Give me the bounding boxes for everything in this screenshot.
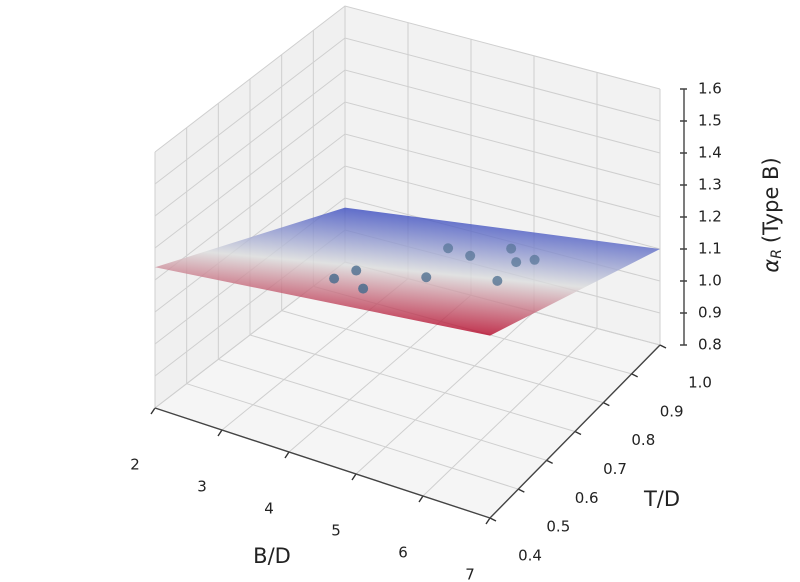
y-tick [489,517,497,522]
y-tick-label: 0.5 [546,518,570,536]
y-tick [546,459,553,464]
x-axis-label: B/D [253,544,291,568]
z-axis-label: αR (Type B) [759,157,785,272]
x-tick-label: 4 [264,500,274,518]
z-tick-label: 1.2 [698,208,722,226]
y-tick [574,430,582,436]
scatter-point [443,243,454,254]
scatter-point [492,275,503,286]
y-tick [659,344,667,349]
x-tick [485,517,491,525]
y-tick-label: 0.9 [660,402,684,420]
z-tick-label: 1.6 [698,80,722,98]
scatter-point [465,250,476,261]
z-tick-label: 1.0 [698,272,722,290]
y-tick [518,488,525,493]
z-tick-label: 0.9 [698,304,722,322]
x-tick-label: 2 [130,456,140,474]
y-tick-label: 0.8 [631,431,655,449]
plot-area: 2345670.40.50.60.70.80.91.00.80.91.01.11… [130,5,722,582]
z-grid-line [154,69,661,217]
z-grid-line [154,101,661,249]
x-tick-label: 3 [197,478,207,496]
x-tick [351,473,357,481]
scatter-point [506,243,517,254]
scatter-point [511,257,522,268]
surface [155,207,660,336]
y-tick-label: 0.7 [603,460,627,478]
scatter-point [329,273,340,284]
z-tick-label: 1.4 [698,144,722,162]
z-label-subscript: R [769,249,785,259]
y-tick-label: 0.4 [518,547,542,565]
z-tick-label: 1.3 [698,176,722,194]
z-grid-line [154,37,661,185]
axis-edge [154,344,661,519]
x-tick-label: 5 [331,522,341,540]
scatter-point [529,254,540,265]
y-axis-label: T/D [643,487,680,511]
z-label-symbol: α [759,259,783,273]
x-tick-label: 6 [398,544,408,562]
x-tick [150,407,156,415]
z-label-text: (Type B) [759,157,783,243]
z-tick-label: 0.8 [698,336,722,354]
x-tick [284,451,290,459]
y-tick [603,402,610,407]
z-tick-label: 1.1 [698,240,722,258]
z-grid-line [154,5,661,153]
z-grid-line [154,133,661,281]
y-tick-label: 1.0 [688,374,712,392]
scatter-point [351,265,362,276]
scatter-point [358,283,369,294]
y-tick-label: 0.6 [575,489,599,507]
x-tick [217,429,223,437]
z-tick-label: 1.5 [698,112,722,130]
floor-pane [155,262,660,518]
y-tick [631,373,638,378]
scatter-point [421,272,432,283]
x-tick-label: 7 [465,566,475,582]
x-tick [418,495,424,503]
